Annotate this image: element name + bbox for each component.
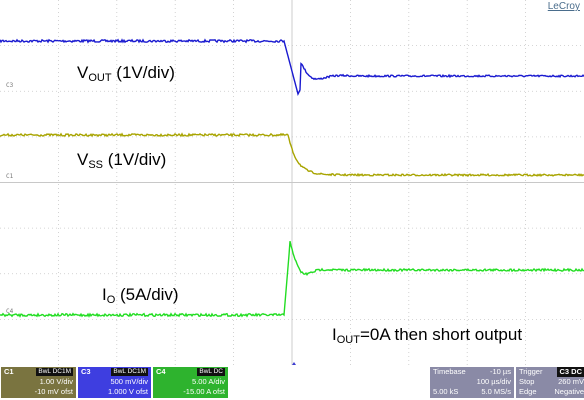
- channel-marker-c3: C3: [6, 82, 14, 89]
- channel-offset: -15.00 A ofst: [183, 386, 225, 396]
- brand-logo-text: LeCroy: [547, 1, 580, 12]
- channel-scale: 500 mV/div: [110, 377, 148, 386]
- traces: [0, 38, 584, 318]
- trace-io: [0, 241, 584, 318]
- timebase-box[interactable]: Timebase -10 µs 100 µs/div 5.00 kS 5.0 M…: [430, 367, 514, 398]
- channel-box-c1[interactable]: C1 BwL DC1M 1.00 V/div -10 mV ofst: [1, 367, 76, 398]
- grid: [0, 0, 584, 365]
- trigger-source: C3 DC: [557, 367, 584, 377]
- channel-box-c4[interactable]: C4 BwL DC 5.00 A/div -15.00 A ofst: [153, 367, 228, 398]
- trace-vout: [0, 38, 584, 96]
- channel-scale: 1.00 V/div: [39, 377, 73, 386]
- channel-badge: BwL DC1M: [36, 368, 73, 376]
- status-bar: C1 BwL DC1M 1.00 V/div -10 mV ofst C3 BwL …: [0, 365, 584, 400]
- timebase-rate: 5.0 MS/s: [481, 387, 511, 396]
- channel-scale: 5.00 A/div: [192, 377, 225, 386]
- trigger-box[interactable]: Trigger C3 DC Stop 260 mV Edge Negative: [516, 367, 584, 398]
- io-annotation: IO (5A/div): [102, 285, 179, 306]
- channel-tag: C4: [156, 367, 166, 376]
- timebase-samples: 5.00 kS: [433, 387, 459, 396]
- condition-annotation: IOUT=0A then short output: [332, 325, 523, 346]
- channel-tag: C3: [81, 367, 91, 376]
- timebase-div: 100 µs/div: [476, 377, 511, 386]
- trace-vss: [0, 132, 584, 178]
- trigger-level: 260 mV: [558, 377, 584, 386]
- channel-badge: BwL DC1M: [111, 368, 148, 376]
- vout-annotation: VOUT (1V/div): [77, 63, 175, 84]
- trigger-type: Edge: [519, 387, 537, 396]
- timebase-delay: -10 µs: [490, 367, 511, 376]
- channel-box-c3[interactable]: C3 BwL DC1M 500 mV/div 1.000 V ofst: [78, 367, 151, 398]
- channel-badge: BwL DC: [197, 368, 225, 376]
- channel-marker-c4: C4: [6, 308, 14, 315]
- plot-svg: [0, 0, 584, 368]
- channel-offset: -10 mV ofst: [34, 386, 73, 396]
- timebase-label: Timebase: [433, 367, 466, 376]
- vss-annotation: VSS (1V/div): [77, 150, 167, 171]
- channel-marker-c1: C1: [6, 173, 14, 180]
- trigger-label: Trigger: [519, 367, 543, 376]
- channel-tag: C1: [4, 367, 14, 376]
- trigger-mode: Stop: [519, 377, 535, 386]
- trigger-slope: Negative: [554, 387, 584, 396]
- channel-offset: 1.000 V ofst: [107, 386, 148, 396]
